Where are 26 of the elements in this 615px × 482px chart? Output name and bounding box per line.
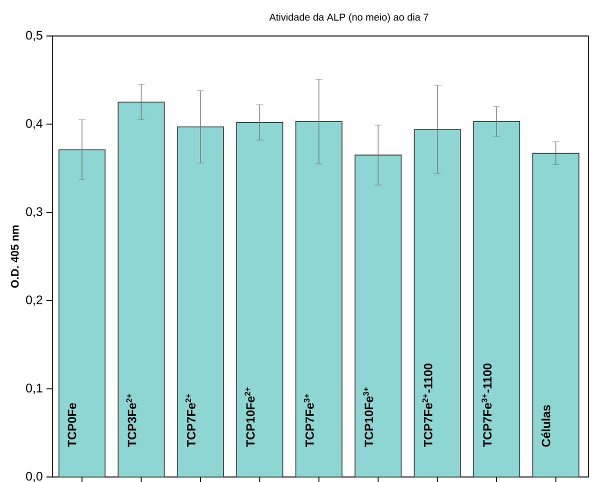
x-tick-label: TCP7Fe$^{3+}$ xyxy=(304,394,314,448)
x-tick-label: Células xyxy=(541,405,550,447)
y-tick-label: 0,1 xyxy=(26,384,42,394)
bar xyxy=(473,121,520,478)
y-tick-label: 0,3 xyxy=(26,207,42,218)
bar xyxy=(118,102,165,478)
y-tick-label: 0,2 xyxy=(26,295,42,306)
bar xyxy=(354,154,402,478)
x-tick-label: TCP7Fe$^{3+}$-1100 xyxy=(482,364,492,448)
x-tick-label: TCP7Fe$^{2+}$ xyxy=(185,394,196,448)
bar xyxy=(295,121,342,478)
x-tick-label: TCP7Fe$^{2+}$-1100 xyxy=(422,364,432,448)
y-axis-title: O.D. 405 nm xyxy=(10,226,19,288)
bar xyxy=(414,129,461,478)
x-tick-label: TCP10Fe$^{3+}$ xyxy=(363,387,374,448)
bar xyxy=(236,122,284,478)
bar xyxy=(532,152,580,478)
bar xyxy=(176,126,224,478)
chart-title: Atividade da ALP (no meio) ao dia 7 xyxy=(269,13,428,23)
x-tick-label: TCP10Fe$^{2+}$ xyxy=(244,387,255,448)
y-tick-label: 0,5 xyxy=(26,30,42,42)
x-tick-label: TCP0Fe xyxy=(68,403,76,448)
bar xyxy=(58,149,106,478)
y-tick-label: 0,4 xyxy=(26,119,43,130)
y-tick-label: 0,0 xyxy=(26,472,42,482)
x-tick-label: TCP3Fe$^{2+}$ xyxy=(126,394,136,448)
